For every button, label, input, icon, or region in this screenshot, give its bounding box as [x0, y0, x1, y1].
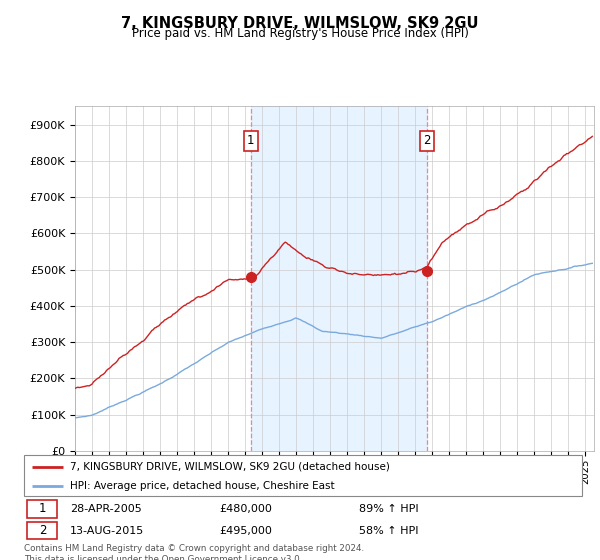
Text: 28-APR-2005: 28-APR-2005 — [70, 504, 142, 514]
Text: 89% ↑ HPI: 89% ↑ HPI — [359, 504, 418, 514]
Text: 7, KINGSBURY DRIVE, WILMSLOW, SK9 2GU (detached house): 7, KINGSBURY DRIVE, WILMSLOW, SK9 2GU (d… — [70, 461, 390, 472]
Bar — [251, 106, 427, 451]
Text: 13-AUG-2015: 13-AUG-2015 — [70, 526, 144, 536]
Text: £495,000: £495,000 — [220, 526, 272, 536]
Text: 1: 1 — [38, 502, 46, 515]
Text: Price paid vs. HM Land Registry's House Price Index (HPI): Price paid vs. HM Land Registry's House … — [131, 27, 469, 40]
Text: Contains HM Land Registry data © Crown copyright and database right 2024.
This d: Contains HM Land Registry data © Crown c… — [24, 544, 364, 560]
Text: 1: 1 — [247, 134, 254, 147]
Text: 2: 2 — [38, 524, 46, 537]
FancyBboxPatch shape — [27, 500, 58, 517]
Text: 2: 2 — [423, 134, 430, 147]
Text: 58% ↑ HPI: 58% ↑ HPI — [359, 526, 418, 536]
Text: 7, KINGSBURY DRIVE, WILMSLOW, SK9 2GU: 7, KINGSBURY DRIVE, WILMSLOW, SK9 2GU — [121, 16, 479, 31]
Text: HPI: Average price, detached house, Cheshire East: HPI: Average price, detached house, Ches… — [70, 480, 335, 491]
Text: £480,000: £480,000 — [220, 504, 272, 514]
FancyBboxPatch shape — [27, 522, 58, 539]
